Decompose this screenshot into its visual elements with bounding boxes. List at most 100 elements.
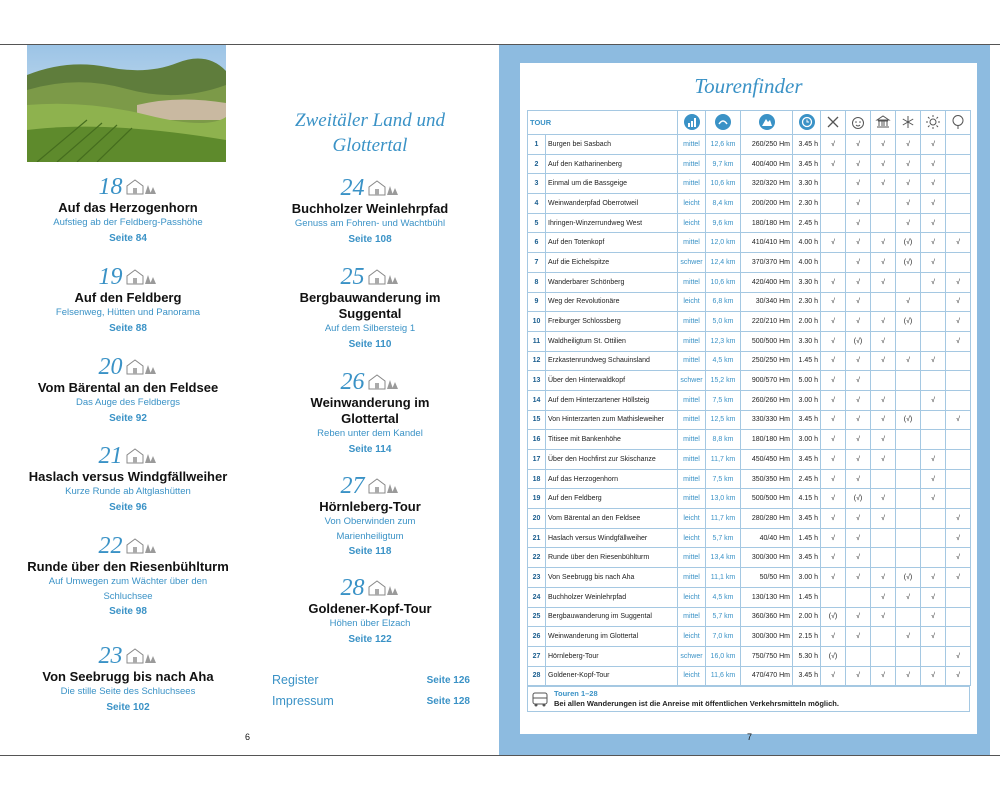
table-row: 19 Auf den Feldberg mittel 13,0 km 500/500 H… (527, 488, 971, 510)
table-cell (945, 212, 971, 234)
table-cell: 1 (527, 134, 546, 155)
table-cell (945, 370, 971, 391)
number: 18 (98, 174, 123, 200)
table-cell: √ (845, 409, 871, 431)
table-cell (920, 409, 946, 431)
table-cell: 500/500 Hm (740, 488, 793, 510)
page-ref: Seite 84 (109, 232, 147, 244)
table-cell (895, 271, 921, 293)
table-cell: √ (845, 193, 871, 214)
table-cell: 19 (527, 488, 546, 510)
tour-title: Glottertal (341, 411, 399, 426)
page-ref: Seite 122 (348, 633, 392, 645)
table-cell: (√) (845, 330, 871, 352)
table-cell (845, 645, 871, 667)
table-cell: leicht (677, 586, 706, 608)
distance-icon (715, 113, 731, 130)
table-cell: 250/250 Hm (740, 350, 793, 372)
house-icon (126, 648, 156, 664)
number: 19 (98, 264, 123, 290)
table-cell: leicht (677, 291, 706, 313)
table-cell: 12,4 km (705, 252, 741, 273)
table-cell: 2.15 h (792, 626, 821, 647)
tour-subtitle: Aufstieg ab der Feldberg-Passhöhe (53, 217, 203, 228)
house-icon (368, 478, 398, 494)
tour-title: Von Seebrugg bis nach Aha (42, 669, 214, 684)
table-cell: 12,0 km (705, 232, 741, 254)
table-cell: 11,7 km (705, 449, 741, 470)
tour-title: Hörnleberg-Tour (319, 499, 421, 514)
table-cell: √ (870, 311, 896, 332)
header-row: TOUR (527, 110, 971, 135)
table-cell: √ (920, 134, 946, 155)
table-cell: mittel (677, 449, 706, 470)
table-cell: 330/330 Hm (740, 409, 793, 431)
table-cell: 410/410 Hm (740, 232, 793, 254)
heading-line: Glottertal (332, 135, 408, 156)
table-cell: Auf den Katharinenberg (545, 153, 678, 175)
table-cell (920, 429, 946, 450)
table-cell (920, 547, 946, 569)
table-cell: 4.00 h (792, 232, 821, 254)
table-cell: √ (895, 153, 921, 175)
table-cell: 22 (527, 547, 546, 569)
tour-title: Vom Bärental an den Feldsee (37, 380, 219, 395)
table-cell: Auf den Totenkopf (545, 232, 678, 254)
number: 23 (98, 643, 123, 669)
table-cell (945, 153, 971, 175)
tour-number: 26 (255, 369, 485, 395)
tour-title: Suggental (338, 306, 402, 321)
table-cell: 16,0 km (705, 645, 741, 667)
altitude-icon (758, 113, 775, 130)
table-cell: 11,1 km (705, 567, 741, 588)
table-cell (945, 606, 971, 628)
table-cell (870, 370, 896, 391)
table-cell: 11 (527, 330, 546, 352)
tour-title: Haslach versus Windgfällweiher (28, 469, 228, 484)
icon-cell (740, 110, 793, 135)
table-cell: Titisee mit Bankenhöhe (545, 429, 678, 450)
table-cell: √ (870, 409, 896, 431)
tour-subtitle: Das Auge des Feldbergs (75, 397, 181, 408)
table-cell: 11,6 km (705, 665, 741, 687)
table-cell: mittel (677, 429, 706, 450)
table-cell: Über den Hinterwaldkopf (545, 370, 678, 391)
table-cell: 4,5 km (705, 350, 741, 372)
icon-cell (870, 110, 896, 135)
tour-number: 25 (255, 264, 485, 290)
table-cell: 5,0 km (705, 311, 741, 332)
table-cell (870, 468, 896, 490)
table-cell: √ (870, 665, 896, 687)
table-cell: √ (845, 429, 871, 450)
table-cell (945, 488, 971, 510)
page-ref: Seite 110 (348, 338, 392, 350)
table-cell: leicht (677, 665, 706, 687)
table-cell: 6 (527, 232, 546, 254)
tour-title: Buchholzer Weinlehrpfad (291, 201, 449, 216)
page-ref: Seite 88 (109, 322, 147, 334)
table-cell (845, 586, 871, 608)
restaurant-icon (827, 116, 839, 127)
table-cell: √ (845, 626, 871, 647)
table-cell: √ (870, 134, 896, 155)
table-row: 25 Bergbauwanderung im Suggental mittel 5,7… (527, 606, 971, 628)
table-cell: √ (845, 606, 871, 628)
table-cell: √ (920, 212, 946, 234)
page-ref: Seite 96 (109, 501, 147, 513)
family-icon (852, 116, 864, 129)
table-cell: 3.30 h (792, 330, 821, 352)
table-row: 18 Auf das Herzogenhorn mittel 7,5 km 350/35… (527, 468, 971, 490)
table-cell (895, 547, 921, 569)
tour-number: 28 (255, 575, 485, 601)
table-cell: 50/50 Hm (740, 567, 793, 588)
tour-title: Goldener-Kopf-Tour (308, 601, 432, 616)
table-cell: √ (820, 311, 846, 332)
table-cell: √ (870, 508, 896, 529)
table-cell: 6,8 km (705, 291, 741, 313)
table-cell: √ (920, 488, 946, 510)
table-cell: (√) (845, 488, 871, 510)
table-cell: 9 (527, 291, 546, 313)
index-page: Seite 126 (426, 675, 470, 686)
footer-title: Touren 1–28 (554, 689, 598, 698)
